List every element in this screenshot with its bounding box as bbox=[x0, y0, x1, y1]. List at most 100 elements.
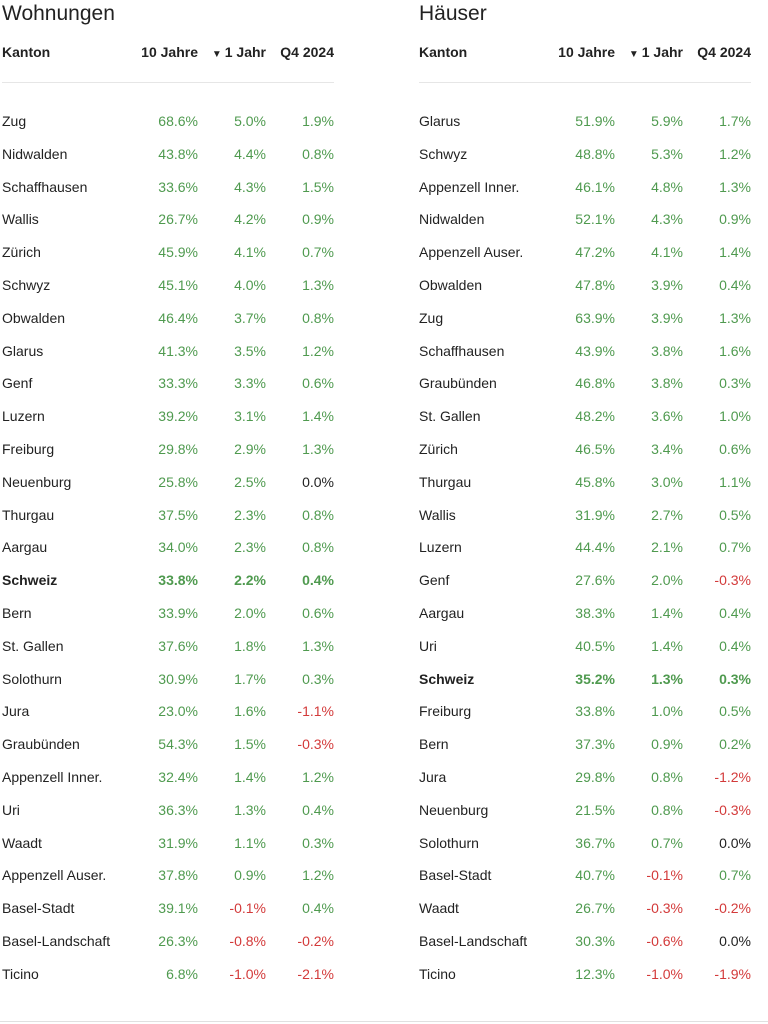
cell-1-jahr: 3.3% bbox=[234, 375, 266, 392]
cell-q4-2024: 0.0% bbox=[302, 473, 334, 490]
table-row: Genf 33.3% 3.3% 0.6% bbox=[2, 372, 342, 405]
cell-kanton: Basel-Stadt bbox=[419, 867, 492, 884]
cell-1-jahr: 1.4% bbox=[651, 637, 683, 654]
cell-kanton: Glarus bbox=[2, 342, 44, 359]
cell-kanton: Appenzell Inner. bbox=[419, 178, 520, 195]
table-row: Appenzell Inner. 46.1% 4.8% 1.3% bbox=[419, 176, 759, 209]
cell-1-jahr: 4.1% bbox=[234, 244, 266, 261]
cell-1-jahr: 3.5% bbox=[234, 342, 266, 359]
table-row: Obwalden 46.4% 3.7% 0.8% bbox=[2, 307, 342, 340]
cell-q4-2024: -0.2% bbox=[297, 932, 334, 949]
cell-1-jahr: 1.5% bbox=[234, 736, 266, 753]
cell-kanton: Graubünden bbox=[2, 736, 80, 753]
table-row: Wallis 31.9% 2.7% 0.5% bbox=[419, 504, 759, 537]
cell-1-jahr: 1.1% bbox=[234, 834, 266, 851]
cell-q4-2024: 0.2% bbox=[719, 736, 751, 753]
cell-q4-2024: -1.9% bbox=[714, 965, 751, 982]
cell-10-jahre: 36.3% bbox=[158, 801, 198, 818]
header-kanton[interactable]: Kanton bbox=[419, 44, 468, 60]
cell-q4-2024: -0.2% bbox=[714, 900, 751, 917]
cell-q4-2024: 0.4% bbox=[302, 900, 334, 917]
cell-1-jahr: 4.0% bbox=[234, 276, 266, 293]
cell-q4-2024: 0.6% bbox=[719, 440, 751, 457]
table-row: Zug 68.6% 5.0% 1.9% bbox=[2, 110, 342, 143]
cell-1-jahr: 2.3% bbox=[234, 539, 266, 556]
cell-1-jahr: -0.8% bbox=[229, 932, 266, 949]
cell-q4-2024: 1.3% bbox=[302, 637, 334, 654]
table-row: Bern 33.9% 2.0% 0.6% bbox=[2, 602, 342, 635]
table-row: Schwyz 45.1% 4.0% 1.3% bbox=[2, 274, 342, 307]
cell-kanton: Basel-Stadt bbox=[2, 900, 75, 917]
cell-kanton: Uri bbox=[2, 801, 20, 818]
cell-10-jahre: 48.2% bbox=[575, 408, 615, 425]
cell-q4-2024: -0.3% bbox=[714, 801, 751, 818]
table-title: Wohnungen bbox=[2, 2, 115, 25]
cell-1-jahr: 3.7% bbox=[234, 309, 266, 326]
cell-q4-2024: 0.4% bbox=[302, 572, 334, 589]
table-row: Freiburg 33.8% 1.0% 0.5% bbox=[419, 700, 759, 733]
cell-kanton: Waadt bbox=[419, 900, 459, 917]
cell-kanton: Neuenburg bbox=[419, 801, 489, 818]
header-1-jahr[interactable]: ▼ 1 Jahr bbox=[629, 44, 683, 60]
header-divider bbox=[2, 82, 334, 83]
cell-10-jahre: 41.3% bbox=[158, 342, 198, 359]
cell-q4-2024: 1.6% bbox=[719, 342, 751, 359]
cell-10-jahre: 33.6% bbox=[158, 178, 198, 195]
cell-10-jahre: 37.6% bbox=[158, 637, 198, 654]
cell-kanton: St. Gallen bbox=[419, 408, 481, 425]
cell-1-jahr: 4.1% bbox=[651, 244, 683, 261]
cell-q4-2024: 1.2% bbox=[302, 768, 334, 785]
cell-q4-2024: 1.3% bbox=[719, 178, 751, 195]
cell-1-jahr: 3.8% bbox=[651, 342, 683, 359]
table-row: Neuenburg 21.5% 0.8% -0.3% bbox=[419, 799, 759, 832]
table-row: Schweiz 33.8% 2.2% 0.4% bbox=[2, 569, 342, 602]
cell-1-jahr: 0.9% bbox=[651, 736, 683, 753]
cell-10-jahre: 29.8% bbox=[575, 768, 615, 785]
table-row: Genf 27.6% 2.0% -0.3% bbox=[419, 569, 759, 602]
header-10-jahre[interactable]: 10 Jahre bbox=[558, 44, 615, 60]
cell-q4-2024: 1.2% bbox=[719, 145, 751, 162]
cell-10-jahre: 47.2% bbox=[575, 244, 615, 261]
cell-q4-2024: 1.4% bbox=[302, 408, 334, 425]
header-1-jahr-label: 1 Jahr bbox=[641, 44, 683, 60]
cell-10-jahre: 40.5% bbox=[575, 637, 615, 654]
cell-kanton: Zürich bbox=[419, 440, 458, 457]
header-kanton[interactable]: Kanton bbox=[2, 44, 51, 60]
header-1-jahr-label: 1 Jahr bbox=[224, 44, 266, 60]
table-row: Uri 36.3% 1.3% 0.4% bbox=[2, 799, 342, 832]
header-q4-2024[interactable]: Q4 2024 bbox=[280, 44, 334, 60]
cell-kanton: Schweiz bbox=[419, 670, 475, 687]
cell-10-jahre: 12.3% bbox=[575, 965, 615, 982]
cell-kanton: Luzern bbox=[2, 408, 45, 425]
cell-kanton: Thurgau bbox=[2, 506, 55, 523]
cell-kanton: Ticino bbox=[2, 965, 39, 982]
cell-q4-2024: 1.2% bbox=[302, 342, 334, 359]
cell-1-jahr: 2.0% bbox=[651, 572, 683, 589]
cell-1-jahr: -1.0% bbox=[229, 965, 266, 982]
cell-kanton: Uri bbox=[419, 637, 437, 654]
header-10-jahre[interactable]: 10 Jahre bbox=[141, 44, 198, 60]
header-q4-2024[interactable]: Q4 2024 bbox=[697, 44, 751, 60]
header-1-jahr[interactable]: ▼ 1 Jahr bbox=[212, 44, 266, 60]
cell-1-jahr: -1.0% bbox=[646, 965, 683, 982]
cell-10-jahre: 30.3% bbox=[575, 932, 615, 949]
cell-q4-2024: 1.2% bbox=[302, 867, 334, 884]
cell-q4-2024: 1.3% bbox=[719, 309, 751, 326]
table-row: Thurgau 45.8% 3.0% 1.1% bbox=[419, 471, 759, 504]
cell-q4-2024: 0.6% bbox=[302, 604, 334, 621]
cell-10-jahre: 32.4% bbox=[158, 768, 198, 785]
cell-10-jahre: 26.7% bbox=[158, 211, 198, 228]
table-row: Jura 29.8% 0.8% -1.2% bbox=[419, 766, 759, 799]
cell-q4-2024: -0.3% bbox=[297, 736, 334, 753]
cell-kanton: Obwalden bbox=[419, 276, 483, 293]
cell-q4-2024: 0.4% bbox=[302, 801, 334, 818]
cell-q4-2024: -0.3% bbox=[714, 572, 751, 589]
table-row: Appenzell Auser. 37.8% 0.9% 1.2% bbox=[2, 864, 342, 897]
cell-q4-2024: 0.4% bbox=[719, 637, 751, 654]
cell-1-jahr: 3.1% bbox=[234, 408, 266, 425]
table-row: Schweiz 35.2% 1.3% 0.3% bbox=[419, 668, 759, 701]
table-row: Basel-Landschaft 26.3% -0.8% -0.2% bbox=[2, 930, 342, 963]
table-row: Jura 23.0% 1.6% -1.1% bbox=[2, 700, 342, 733]
cell-q4-2024: -2.1% bbox=[297, 965, 334, 982]
cell-q4-2024: 1.0% bbox=[719, 408, 751, 425]
